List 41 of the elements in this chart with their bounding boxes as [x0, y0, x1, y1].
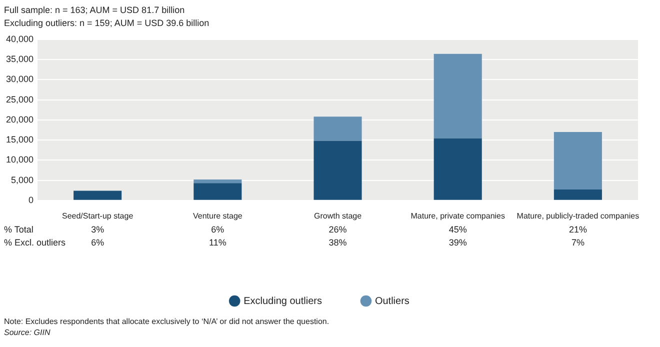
- source-note: Source: GIIN: [4, 327, 52, 338]
- x-tick-label: Seed/Start-up stage: [62, 211, 134, 220]
- bar: [314, 116, 362, 141]
- text: 21%: [568, 224, 587, 234]
- text: 3%: [91, 224, 104, 234]
- bar: [554, 190, 602, 200]
- text: % Total: [4, 224, 34, 234]
- y-tick-label: 30,000: [6, 74, 34, 84]
- chart-subtitle: Excluding outliers: n = 159; AUM = USD 39.6 billion: [4, 17, 210, 30]
- text: 38%: [328, 237, 347, 248]
- x-tick-label: Growth stage: [314, 211, 362, 220]
- bar: [194, 179, 242, 184]
- y-tick-label: 35,000: [6, 54, 34, 64]
- text: 26%: [328, 224, 347, 234]
- text: 7%: [571, 237, 584, 248]
- y-tick-label: 0: [28, 194, 34, 205]
- bar: [434, 54, 482, 138]
- y-tick-label: 20,000: [6, 114, 34, 124]
- legend-label: Excluding outliers: [244, 296, 322, 307]
- chart-title: Full sample: n = 163; AUM = USD 81.7 billion: [4, 4, 186, 17]
- text: % Excl. outliers: [4, 237, 66, 248]
- text: 39%: [448, 237, 467, 248]
- y-tick-label: 15,000: [6, 134, 34, 145]
- x-tick-label: Mature, publicly-traded companies: [516, 211, 640, 220]
- text: Note: Excludes respondents that allocate exclusively to ‘N/A’ or did not answer the question.: [4, 316, 330, 327]
- text: 6%: [91, 237, 104, 248]
- bar: [314, 140, 362, 200]
- x-tick-label: Mature, private companies: [410, 211, 505, 220]
- y-tick-label: 10,000: [6, 154, 34, 165]
- x-tick-label: Venture stage: [192, 211, 243, 220]
- bar: [434, 138, 482, 200]
- y-tick-label: 40,000: [6, 34, 34, 44]
- bar: [554, 132, 602, 190]
- bar: [74, 190, 122, 200]
- y-tick-label: 5,000: [10, 174, 34, 185]
- bar: [194, 183, 242, 200]
- text: 11%: [208, 237, 226, 248]
- y-tick-label: 25,000: [6, 94, 34, 104]
- legend-label: Outliers: [374, 296, 410, 307]
- text: 45%: [448, 224, 467, 234]
- text: 6%: [211, 224, 224, 234]
